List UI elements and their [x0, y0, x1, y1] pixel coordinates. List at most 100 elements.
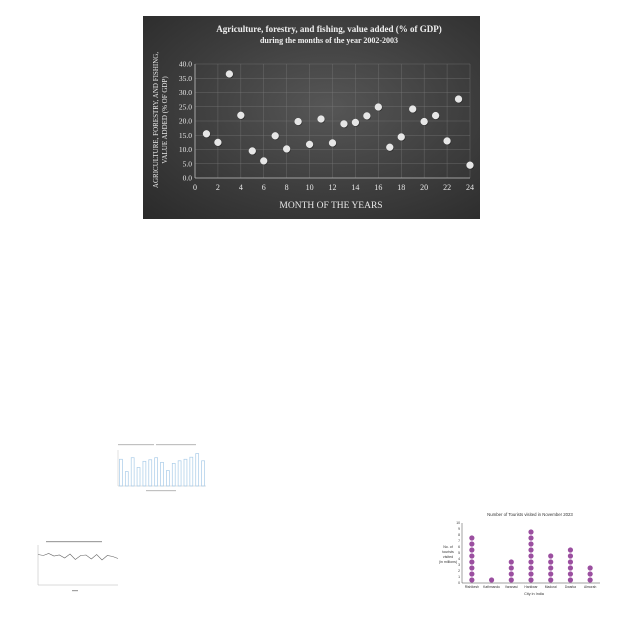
dot-mark — [587, 577, 593, 583]
dot-category-label: Almorah — [584, 585, 596, 589]
dot-y-tick-label: 4 — [458, 557, 460, 561]
data-point — [454, 95, 463, 103]
y-tick-label: 0.0 — [183, 174, 193, 183]
data-point — [271, 132, 279, 140]
tourists-dot-plot: Number of Tourists visited in November 2… — [430, 508, 610, 600]
dot-mark — [528, 529, 534, 535]
x-tick-label: 10 — [306, 183, 314, 192]
thumb-title-placeholder — [118, 444, 154, 446]
thumb-bar — [136, 467, 141, 487]
data-point — [260, 157, 268, 165]
dot-mark — [469, 541, 475, 547]
x-tick-label: 2 — [216, 183, 220, 192]
dot-mark — [469, 553, 475, 559]
data-point — [317, 115, 325, 123]
thumb-bar — [166, 470, 170, 487]
dot-mark — [508, 559, 514, 565]
thumbnail-line-svg — [37, 541, 119, 592]
y-tick-label: 10.0 — [179, 145, 192, 154]
dot-mark — [469, 547, 475, 553]
dot-y-tick-labels: 0 1 2 3 4 5 6 7 8 9 10 — [456, 521, 460, 585]
dot-y-tick-label: 0 — [458, 581, 460, 585]
thumb-bar — [189, 456, 194, 487]
dot-mark — [548, 571, 554, 577]
x-tick-label: 22 — [443, 183, 451, 192]
y-axis-label-line1: AGRICULTURE, FORESTRY, AND FISHING, — [152, 52, 160, 188]
dot-mark — [508, 577, 514, 583]
data-point — [351, 118, 360, 127]
dot-mark — [528, 565, 534, 571]
dot-mark — [567, 559, 574, 565]
thumb-bar — [124, 471, 129, 487]
gridlines — [194, 63, 471, 179]
data-point — [386, 143, 394, 151]
data-point — [443, 137, 451, 145]
x-tick-label: 18 — [397, 183, 405, 192]
dot-ylabel-2: tourists — [442, 550, 454, 554]
data-point — [409, 105, 417, 113]
dot-y-tick-label: 5 — [458, 551, 460, 555]
data-point — [466, 161, 474, 169]
main-scatter-svg: Agriculture, forestry, and fishing, valu… — [152, 24, 475, 211]
x-tick-labels: 0 2 4 6 8 10 12 14 16 18 20 22 24 — [193, 183, 474, 192]
dot-mark — [469, 571, 475, 577]
data-point — [248, 147, 256, 155]
dot-mark — [469, 535, 475, 541]
dot-y-tick-label: 7 — [458, 539, 460, 543]
dot-mark — [567, 565, 574, 571]
dot-mark — [469, 577, 475, 583]
data-point — [397, 133, 405, 141]
y-tick-label: 25.0 — [179, 102, 192, 111]
x-axis-label: MONTH OF THE YEARS — [279, 201, 382, 211]
x-tick-label: 4 — [239, 183, 243, 192]
dot-mark — [508, 565, 514, 571]
thumb-bar — [160, 461, 164, 487]
data-point — [328, 139, 337, 147]
dot-category-labels: Rishikesh Kathmandu Varanasi Haridwar Madura… — [465, 585, 597, 589]
y-tick-label: 5.0 — [183, 159, 193, 168]
thumbnail-line-chart — [28, 537, 122, 595]
dot-y-tick-label: 10 — [456, 521, 460, 525]
thumb-bar — [171, 463, 176, 487]
thumb-line-series — [37, 553, 119, 561]
y-tick-label: 20.0 — [179, 117, 192, 126]
dot-mark — [528, 559, 534, 565]
y-tick-label: 40.0 — [179, 60, 192, 69]
dot-mark — [548, 559, 554, 565]
thumb-bar — [177, 460, 182, 487]
thumb-bar — [119, 458, 123, 487]
x-tick-label: 12 — [329, 183, 337, 192]
x-tick-label: 8 — [285, 183, 289, 192]
thumb-bar — [142, 460, 147, 487]
tourists-dot-svg: Number of Tourists visited in November 2… — [439, 512, 600, 596]
dot-marks — [469, 529, 593, 583]
dot-category-label: Madurai — [545, 585, 557, 589]
y-tick-label: 30.0 — [179, 88, 192, 97]
dot-y-tick-label: 8 — [458, 533, 460, 537]
data-point — [420, 117, 428, 126]
y-tick-label: 35.0 — [179, 74, 192, 83]
dot-mark — [528, 535, 534, 541]
thumbnail-bar-chart — [108, 438, 212, 496]
dot-category-label: Rishikesh — [465, 585, 479, 589]
dot-mark — [567, 571, 574, 577]
thumb-bar — [148, 459, 153, 487]
thumb-bar — [130, 457, 135, 487]
x-tick-label: 6 — [262, 183, 266, 192]
thumb-bar — [201, 460, 205, 487]
dot-mark — [567, 577, 574, 583]
y-axis-label-line2: VALUE ADDED (% OF GDP) — [161, 76, 169, 164]
thumb-bar — [195, 453, 200, 487]
main-scatter-chart: Agriculture, forestry, and fishing, valu… — [143, 16, 480, 219]
dot-category-label: Haridwar — [524, 585, 538, 589]
dot-y-tick-label: 6 — [458, 545, 460, 549]
dot-mark — [508, 571, 514, 577]
thumb-xlabel-placeholder — [72, 590, 78, 592]
x-tick-label: 0 — [193, 183, 197, 192]
x-tick-label: 16 — [374, 183, 382, 192]
data-point — [363, 112, 371, 120]
dot-mark — [548, 565, 554, 571]
data-point — [237, 111, 245, 119]
thumbnail-bar-svg — [117, 444, 206, 492]
dot-chart-title: Number of Tourists visited in November 2… — [487, 512, 573, 517]
